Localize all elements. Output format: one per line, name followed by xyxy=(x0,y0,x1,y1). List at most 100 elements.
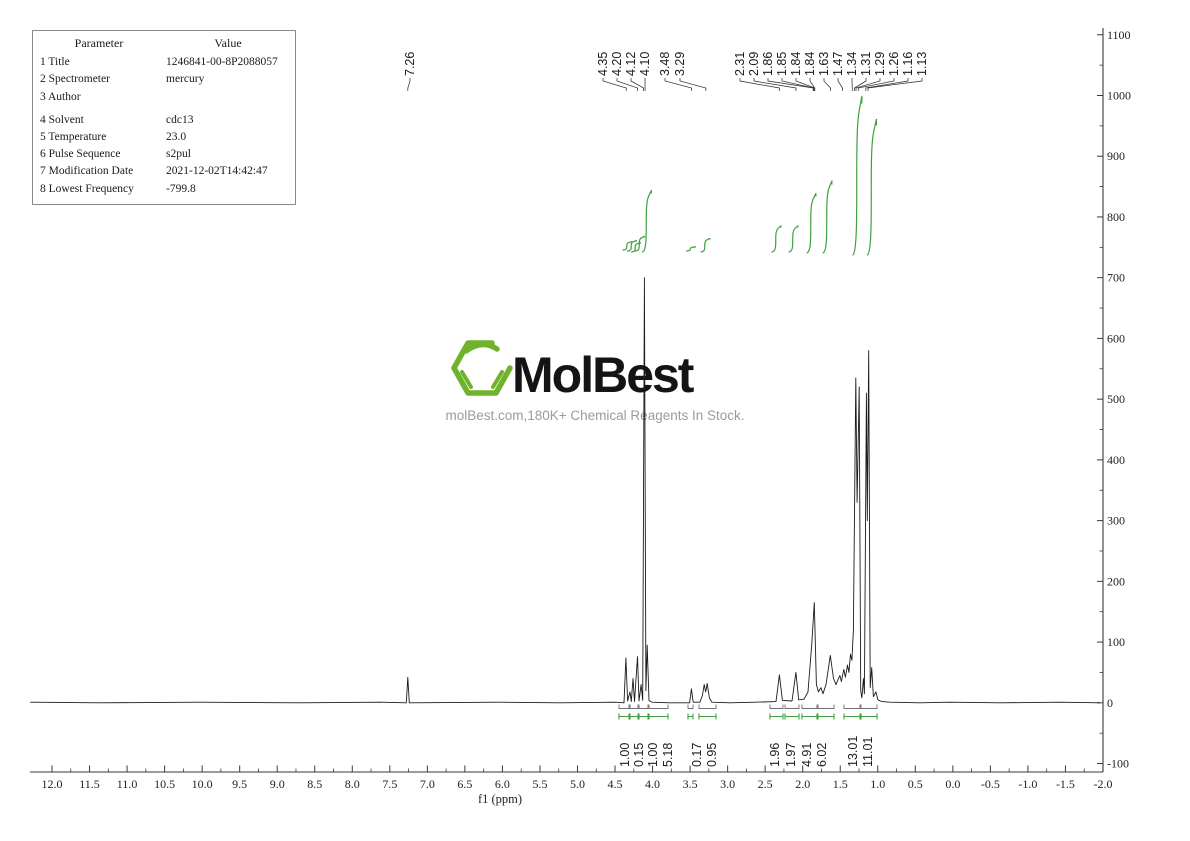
param-value: 1246841-00-8P2088057 xyxy=(166,56,278,69)
integral-value-label: 6.02 xyxy=(815,743,829,767)
x-tick-label: 3.0 xyxy=(720,777,735,791)
integral-curve xyxy=(634,235,646,252)
integral-value-label: 1.00 xyxy=(618,743,632,767)
peak-chemical-shift-label: 4.35 xyxy=(596,52,610,76)
integral-region-bracket xyxy=(618,713,630,720)
y-tick-label: -100 xyxy=(1107,757,1129,771)
x-tick-label: 10.5 xyxy=(154,777,175,791)
peak-label-connector xyxy=(616,78,638,91)
peak-chemical-shift-label: 1.84 xyxy=(789,52,803,76)
x-tick-label: 0.5 xyxy=(908,777,923,791)
peak-chemical-shift-label: 1.63 xyxy=(817,52,831,76)
x-tick-label: 9.5 xyxy=(232,777,247,791)
spectrum-trace xyxy=(30,277,1101,704)
x-tick-label: 8.5 xyxy=(307,777,322,791)
param-name: 4 Solvent xyxy=(40,113,84,126)
y-tick-label: 800 xyxy=(1107,210,1125,224)
param-name: 2 Spectrometer xyxy=(40,73,110,86)
peak-label-connector xyxy=(837,78,843,91)
param-value: 23.0 xyxy=(166,131,187,144)
param-value: cdc13 xyxy=(166,113,194,126)
peak-chemical-shift-label: 4.12 xyxy=(624,52,638,76)
integral-curve xyxy=(685,246,697,252)
peak-chemical-shift-label: 1.86 xyxy=(761,52,775,76)
x-tick-label: 9.0 xyxy=(270,777,285,791)
integral-curve xyxy=(700,237,711,253)
peak-chemical-shift-label: 4.20 xyxy=(610,52,624,76)
x-tick-label: 7.5 xyxy=(382,777,397,791)
x-tick-label: -2.0 xyxy=(1093,777,1112,791)
integral-value-labels: 1.00 0.15 1.00 5.18 0.17 0.95 1.96 1.97 4.91 6.02… xyxy=(618,736,875,767)
integral-curve xyxy=(626,239,638,252)
peak-label-connector xyxy=(823,78,831,91)
peak-label-connector xyxy=(664,78,692,91)
peak-chemical-shift-label: 1.29 xyxy=(873,52,887,76)
integral-region-bracket xyxy=(629,713,639,720)
col-header-value: Value xyxy=(214,36,242,50)
y-tick-label: 900 xyxy=(1107,149,1125,163)
integral-brace xyxy=(638,704,649,709)
param-name: 5 Temperature xyxy=(40,131,107,144)
param-row: 7 Modification Date 2021-12-02T14:42:47 xyxy=(35,163,293,180)
peak-label-connector xyxy=(854,78,867,91)
peak-chemical-shift-label: 1.84 xyxy=(803,52,817,76)
peak-chemical-shift-label: 1.34 xyxy=(845,52,859,76)
integral-value-label: 4.91 xyxy=(800,743,814,767)
param-row: 4 Solvent cdc13 xyxy=(35,112,293,129)
peak-chemical-shift-label: 7.26 xyxy=(403,52,417,76)
integral-region-bracket xyxy=(769,713,784,720)
integral-curve xyxy=(866,118,878,256)
x-tick-label: 12.0 xyxy=(42,777,63,791)
peak-label-connector xyxy=(865,78,909,91)
x-tick-label: 2.5 xyxy=(758,777,773,791)
integral-region-bracket xyxy=(860,713,878,720)
peak-labels: 7.26 4.35 4.20 4.12 4.10 3.48 3.29 2.31 2.09 1.86… xyxy=(403,52,929,91)
x-tick-label: 6.5 xyxy=(457,777,472,791)
y-tick-label: 300 xyxy=(1107,514,1125,528)
y-tick-label: 500 xyxy=(1107,392,1125,406)
param-value: -799.8 xyxy=(166,182,196,195)
x-tick-label: 2.0 xyxy=(795,777,810,791)
x-tick-label: 4.5 xyxy=(608,777,623,791)
x-tick-label: 5.0 xyxy=(570,777,585,791)
integral-brace xyxy=(817,704,835,709)
parameter-table-header: Parameter Value xyxy=(35,35,293,52)
integral-region-bracket xyxy=(687,713,694,720)
x-tick-label: 0.0 xyxy=(945,777,960,791)
integral-region-bracket xyxy=(843,713,861,720)
integral-curve xyxy=(822,180,833,254)
x-tick-label: -1.5 xyxy=(1056,777,1075,791)
integral-value-label: 0.15 xyxy=(632,743,646,767)
x-tick-label: 5.5 xyxy=(532,777,547,791)
col-header-parameter: Parameter xyxy=(74,36,124,50)
x-tick-label: 11.0 xyxy=(117,777,138,791)
peak-label-connector xyxy=(781,78,815,91)
integral-curve xyxy=(771,225,782,253)
x-tick-label: 7.0 xyxy=(420,777,435,791)
integral-curve xyxy=(788,225,799,253)
param-value: mercury xyxy=(166,73,205,86)
integral-brace xyxy=(687,704,694,709)
spectrum-line xyxy=(30,277,1101,704)
x-tick-label: 10.0 xyxy=(192,777,213,791)
axes: 12.0 11.5 11.0 10.5 10.0 9.5 9.0 8.5 8.0 7.5 7.0 6.… xyxy=(30,28,1131,791)
peak-label-connector xyxy=(855,78,881,91)
molbest-watermark: MolBest molBest.com,180K+ Chemical Reage… xyxy=(445,340,745,423)
x-tick-label: 11.5 xyxy=(79,777,100,791)
peak-chemical-shift-label: 3.48 xyxy=(658,52,672,76)
y-tick-label: 600 xyxy=(1107,331,1125,345)
integral-curves xyxy=(622,95,878,256)
param-row: 1 Title 1246841-00-8P2088057 xyxy=(35,54,293,71)
y-tick-label: 200 xyxy=(1107,574,1125,588)
peak-chemical-shift-label: 2.31 xyxy=(733,52,747,76)
peak-label-connector xyxy=(857,78,895,91)
integral-curve xyxy=(852,95,863,256)
integral-brace xyxy=(784,704,800,709)
x-tick-label: -0.5 xyxy=(981,777,1000,791)
x-axis-title: f1 (ppm) xyxy=(478,792,522,806)
y-tick-label: 100 xyxy=(1107,635,1125,649)
peak-chemical-shift-label: 1.13 xyxy=(915,52,929,76)
param-name: 7 Modification Date xyxy=(40,165,134,178)
